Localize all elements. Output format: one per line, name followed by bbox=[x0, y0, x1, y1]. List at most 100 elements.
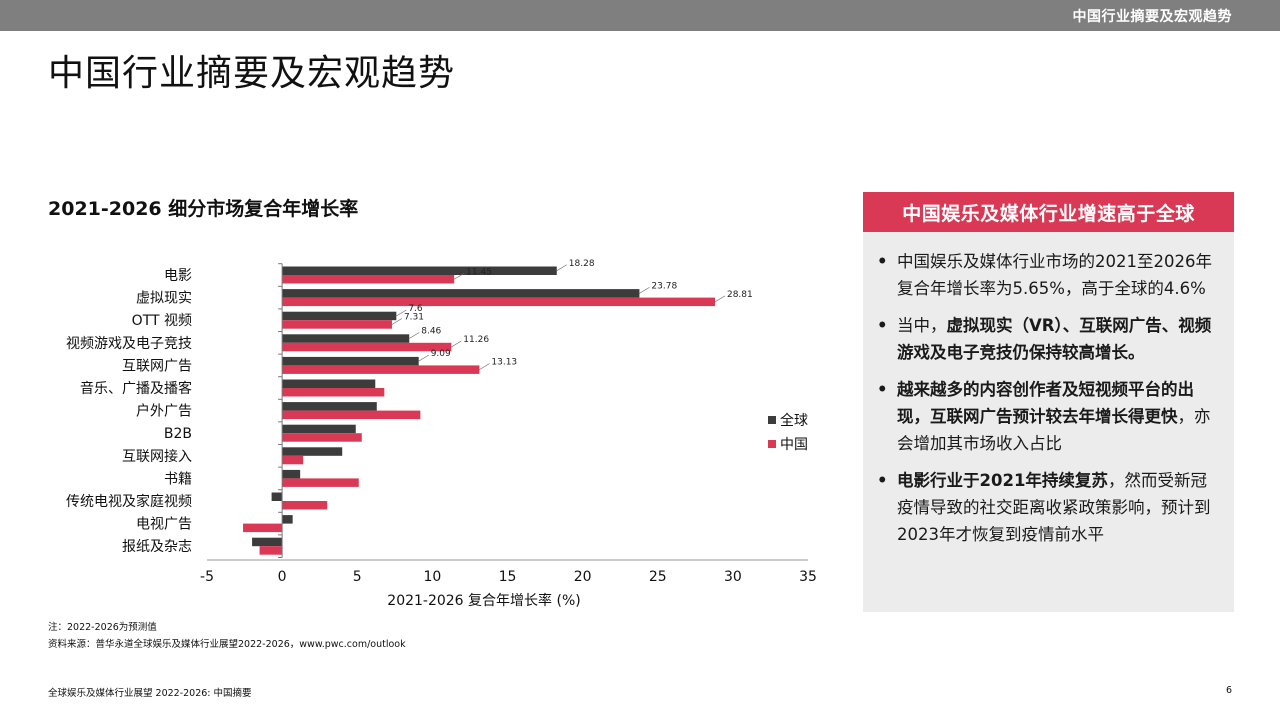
category-label: 视频游戏及电子竞技 bbox=[66, 335, 192, 352]
x-tick-label: 25 bbox=[649, 569, 667, 585]
x-tick-label: 30 bbox=[724, 569, 742, 585]
bar-global bbox=[271, 492, 283, 501]
category-label: B2B bbox=[164, 426, 192, 442]
bullet-text: 虚拟现实（VR）、互联网广告、视频游戏及电子竞技仍保持较高增长。 bbox=[897, 316, 1212, 362]
x-tick-label: 0 bbox=[278, 569, 287, 585]
bar-chart: 18.28 11.45 电影 23.78 28.81 虚拟现实 7.67.31 OTT 视频 8… bbox=[66, 259, 817, 609]
bar-china bbox=[282, 275, 455, 284]
bar-china bbox=[282, 455, 304, 465]
topbar-title: 中国行业摘要及宏观趋势 bbox=[1072, 9, 1232, 25]
data-label: 11.45 bbox=[466, 267, 492, 277]
category-label: 虚拟现实 bbox=[136, 291, 192, 307]
bar-global bbox=[282, 311, 397, 321]
category-label: OTT 视频 bbox=[132, 313, 192, 329]
x-axis-label: 2021-2026 复合年增长率 (%) bbox=[387, 592, 580, 609]
bullet-dot: • bbox=[877, 471, 888, 490]
callout-bullet: • 中国娱乐及媒体行业市场的2021至2026年复合年增长率为5.65%，高于全球… bbox=[877, 248, 1220, 302]
legend-label: 中国 bbox=[780, 437, 808, 453]
category-label: 传统电视及家庭视频 bbox=[66, 493, 192, 510]
data-label-leader bbox=[451, 340, 462, 348]
bar-global bbox=[282, 289, 640, 298]
bar-global bbox=[282, 266, 557, 275]
x-tick-label: 15 bbox=[499, 569, 517, 585]
data-label-leader bbox=[556, 264, 567, 272]
bar-china bbox=[282, 388, 385, 397]
bar-global bbox=[282, 424, 356, 434]
data-label: 18.28 bbox=[569, 259, 595, 269]
category-label: 报纸及杂志 bbox=[122, 539, 192, 555]
legend-label: 全球 bbox=[780, 412, 808, 429]
bar-china bbox=[282, 320, 392, 329]
footer-title: 全球娱乐及媒体行业展望 2022-2026: 中国摘要 bbox=[48, 688, 252, 699]
bar-china bbox=[282, 501, 328, 510]
bar-china bbox=[282, 365, 480, 374]
callout-header: 中国娱乐及媒体行业增速高于全球 bbox=[863, 192, 1234, 232]
category-label: 音乐、广播及播客 bbox=[80, 380, 192, 397]
data-label-leader bbox=[479, 363, 490, 370]
bullet-list: • 中国娱乐及媒体行业市场的2021至2026年复合年增长率为5.65%，高于全球… bbox=[877, 248, 1220, 548]
category-label: 电视广告 bbox=[136, 517, 192, 533]
category-label: 互联网接入 bbox=[122, 448, 192, 465]
category-label: 户外广告 bbox=[136, 403, 192, 420]
data-label: 7.6 bbox=[408, 304, 423, 314]
bar-china bbox=[259, 546, 283, 555]
x-tick-label: 20 bbox=[574, 569, 592, 585]
bullet-text: 中国娱乐及媒体行业市场的2021至2026年复合年增长率为5.65%，高于全球的… bbox=[897, 252, 1212, 298]
bar-global bbox=[282, 402, 377, 411]
data-label-leader bbox=[396, 309, 407, 317]
data-label-leader bbox=[714, 295, 726, 303]
bullet-dot: • bbox=[877, 380, 888, 399]
data-label: 28.81 bbox=[727, 290, 753, 300]
callout-bullet: • 当中，虚拟现实（VR）、互联网广告、视频游戏及电子竞技仍保持较高增长。 bbox=[877, 312, 1220, 366]
note-forecast: 注：2022-2026为预测值 bbox=[48, 622, 157, 633]
note-source: 资料来源：普华永道全球娱乐及媒体行业展望2022-2026，www.pwc.co… bbox=[48, 639, 406, 650]
data-label: 23.78 bbox=[651, 281, 677, 291]
data-label: 9.09 bbox=[431, 349, 451, 359]
bullet-text: 越来越多的内容创作者及短视频平台的出现，互联网广告预计较去年增长得更快 bbox=[897, 380, 1194, 426]
data-label-leader bbox=[418, 354, 429, 362]
bar-china bbox=[282, 342, 452, 352]
bar-global bbox=[282, 515, 293, 524]
category-label: 书籍 bbox=[164, 470, 192, 487]
bar-global bbox=[282, 469, 301, 479]
callout-bullet: • 越来越多的内容创作者及短视频平台的出现，互联网广告预计较去年增长得更快，亦会增… bbox=[877, 376, 1220, 457]
data-label: 13.13 bbox=[491, 358, 517, 368]
x-tick-label: 35 bbox=[799, 569, 817, 585]
data-label: 11.26 bbox=[463, 335, 489, 345]
bar-global bbox=[282, 379, 376, 388]
bullet-text: ，亦会增加其市场收入占比 bbox=[897, 407, 1211, 453]
data-label-leader bbox=[409, 332, 420, 339]
bar-global bbox=[282, 334, 410, 343]
bar-global bbox=[282, 447, 343, 456]
bullet-text: ，然而受新冠疫情导致的社交距离收紧政策影响，预计到2023年才恢复到疫情前水平 bbox=[897, 471, 1211, 544]
page-title: 中国行业摘要及宏观趋势 bbox=[48, 53, 456, 94]
legend-swatch-china bbox=[768, 440, 776, 448]
bullet-dot: • bbox=[877, 252, 888, 271]
bar-china bbox=[282, 297, 715, 307]
x-tick-label: 10 bbox=[423, 569, 441, 585]
chart-title: 2021-2026 细分市场复合年增长率 bbox=[48, 198, 359, 220]
top-bar: 中国行业摘要及宏观趋势 bbox=[0, 0, 1280, 31]
data-label-leader bbox=[454, 272, 465, 280]
data-label: 7.31 bbox=[404, 312, 424, 322]
bar-china bbox=[243, 523, 283, 533]
bullet-text: 电影行业于2021年持续复苏 bbox=[897, 471, 1108, 490]
x-tick-label: -5 bbox=[200, 569, 214, 585]
category-label: 电影 bbox=[164, 268, 192, 284]
category-label: 互联网广告 bbox=[122, 358, 192, 374]
legend-swatch-global bbox=[768, 416, 776, 424]
bar-global bbox=[252, 537, 283, 547]
callout-bullet: • 电影行业于2021年持续复苏，然而受新冠疫情导致的社交距离收紧政策影响，预计到… bbox=[877, 467, 1220, 548]
bar-china bbox=[282, 410, 421, 420]
bullet-dot: • bbox=[877, 316, 888, 335]
bar-china bbox=[282, 433, 362, 442]
data-label: 8.46 bbox=[421, 327, 441, 337]
callout-body: • 中国娱乐及媒体行业市场的2021至2026年复合年增长率为5.65%，高于全球… bbox=[863, 232, 1234, 612]
data-label-leader bbox=[639, 287, 650, 294]
page-number: 6 bbox=[1225, 685, 1232, 696]
bullet-text: 当中， bbox=[897, 316, 947, 335]
bar-china bbox=[282, 478, 359, 487]
x-tick-label: 5 bbox=[353, 569, 362, 585]
data-label-leader bbox=[391, 318, 403, 325]
bar-global bbox=[282, 356, 419, 366]
